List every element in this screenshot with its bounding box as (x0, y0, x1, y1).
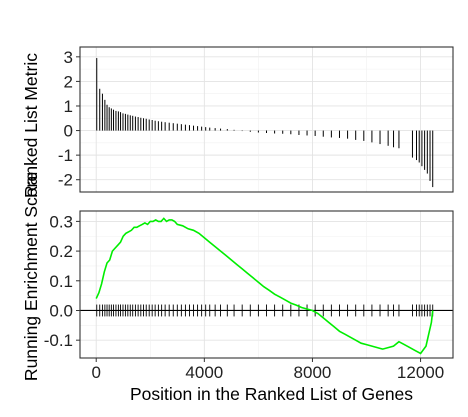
enrichment-score-grid (80, 211, 453, 358)
y-tick-label: 2 (64, 72, 73, 91)
y-tick-label: -2 (58, 171, 73, 190)
ranked-metric-y-ticks: 3 2 1 0 -1 -2 (58, 48, 80, 190)
y-tick-label: 3 (64, 48, 73, 67)
running-enrichment-score-line (95, 217, 434, 355)
ranked-metric-y-axis-title: Ranked List Metric (21, 53, 41, 198)
x-tick-label: 12000 (397, 363, 444, 382)
ranked-metric-bars (96, 58, 434, 188)
enrichment-score-y-axis-title: Running Enrichment Score (21, 172, 41, 381)
enrichment-score-y-ticks: 0.3 0.2 0.1 0.0 -0.1 (44, 212, 80, 350)
ranked-metric-panel: 3 2 1 0 -1 -2 Ranked List Metric (21, 46, 454, 198)
x-tick-label: 8000 (294, 363, 332, 382)
y-tick-label: 0.1 (49, 272, 73, 291)
enrichment-score-plot-area (80, 211, 453, 358)
ranked-metric-grid (80, 47, 453, 192)
enrichment-score-x-ticks: 0 4000 8000 12000 (91, 358, 444, 382)
y-tick-label: 0.3 (49, 212, 73, 231)
y-tick-label: 1 (64, 97, 73, 116)
ranked-metric-panel-border (79, 46, 454, 193)
gene-rank-x-axis-title: Position in the Ranked List of Genes (130, 384, 413, 404)
gene-set-hit-marks (96, 304, 434, 317)
y-tick-label: -0.1 (44, 331, 73, 350)
y-tick-label: 0 (64, 122, 73, 141)
enrichment-score-panel: 0.3 0.2 0.1 0.0 -0.1 0 4000 8000 12000 Running … (21, 172, 454, 404)
y-tick-label: -1 (58, 146, 73, 165)
y-tick-label: 0.0 (49, 301, 73, 320)
ranked-metric-plot-area (80, 47, 453, 192)
x-tick-label: 0 (91, 363, 100, 382)
enrichment-score-panel-border (79, 210, 454, 359)
y-tick-label: 0.2 (49, 242, 73, 261)
x-tick-label: 4000 (185, 363, 223, 382)
